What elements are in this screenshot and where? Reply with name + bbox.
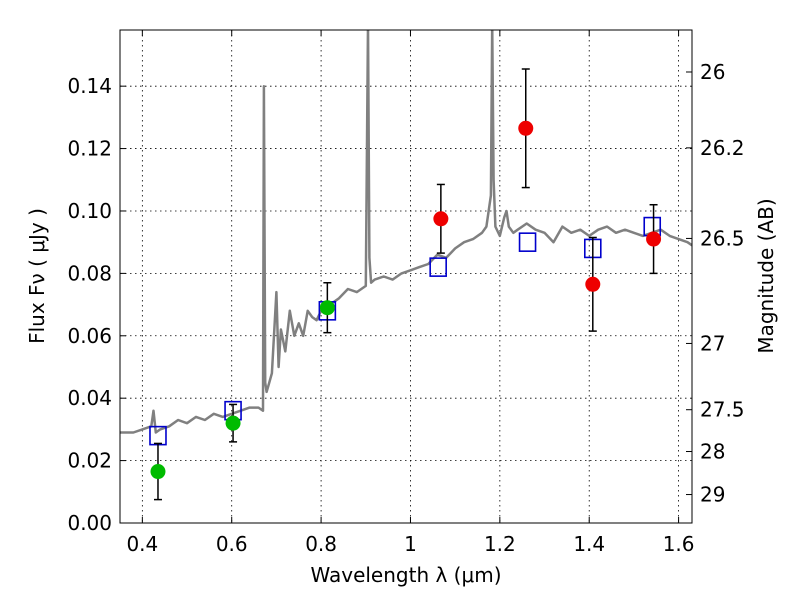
y2-tick-label: 28 [700,440,725,464]
model-spectrum-line [120,30,692,434]
y-tick-label: 0.10 [67,199,112,223]
y2-tick-label: 26.2 [700,136,745,160]
x-tick-label: 1.2 [484,532,516,556]
grid [120,30,692,524]
x-tick-label: 1.6 [663,532,695,556]
y-tick-label: 0.04 [67,386,112,410]
x-tick-label: 1 [404,532,417,556]
green-point [319,300,335,316]
y-tick-label: 0.06 [67,324,112,348]
y-tick-label: 0.02 [67,449,112,473]
y2-tick-label: 29 [700,483,725,507]
y-tick-label: 0.14 [67,74,112,98]
model-photometry-square [518,232,537,252]
red-point [585,276,601,292]
x-axis-label: Wavelength λ (μm) [310,563,501,587]
x-tick-label: 0.4 [126,532,158,556]
green-point [150,464,166,480]
y-tick-label: 0.12 [67,137,112,161]
plot-area [120,30,692,434]
plot-frame [119,29,693,524]
x-tick-label: 0.6 [216,532,248,556]
x-tick-label: 1.4 [573,532,605,556]
data-markers [149,68,662,501]
x-tick-label: 0.8 [305,532,337,556]
y2-tick-label: 26 [700,60,725,84]
y2-tick-label: 27.5 [700,398,745,422]
y2-axis-label: Magnitude (AB) [754,198,778,353]
y-tick-label: 0.08 [67,261,112,285]
green-point [225,415,241,431]
axes: 0.4 0.6 0.8 1 1.2 1.4 1.6 0.00 0.02 0.04 0.06 0.08 0… [67,30,745,556]
red-point [646,231,662,247]
model-photometry-square [429,257,447,277]
y2-tick-label: 26.5 [700,226,745,250]
y-tick-label: 0.00 [67,511,112,535]
y2-tick-label: 27 [700,331,725,355]
red-point [433,211,449,227]
red-point [518,120,534,136]
y-axis-label: Flux Fν ( μJy ) [25,208,49,344]
